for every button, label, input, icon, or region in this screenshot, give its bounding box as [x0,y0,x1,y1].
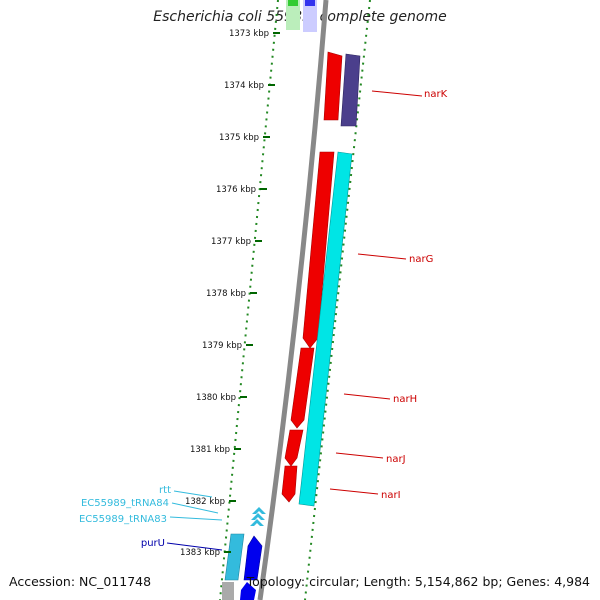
genome-backbone [257,0,329,600]
gene-label-nari[interactable]: narI [381,490,401,501]
gene-label-narg[interactable]: narG [409,254,433,265]
gene-feature-narK-red [323,51,343,121]
gene-leader-line [169,516,223,521]
gene-leader-line [173,490,213,498]
ruler-tick-label: 1381 kbp [190,445,230,455]
gene-feature-narJ [284,429,304,467]
gene-feature-narK-purple [340,53,361,127]
ruler-tick-label: 1376 kbp [216,185,256,195]
ruler-tick-label: 1382 kbp [185,497,225,507]
gene-feature-blue-top-core [305,0,315,6]
ruler-tick-label: 1380 kbp [196,393,236,403]
gene-labels: narK narG narH narJ narI rtt EC55989_tRNA84 EC5… [79,89,448,551]
gene-feature-blue-bottom [240,582,256,600]
gene-feature-tRNA84 [251,513,265,520]
accession-text: Accession: NC_011748 [9,574,152,589]
gene-label-nark[interactable]: narK [424,89,448,100]
ruler-tick-label: 1377 kbp [211,237,251,247]
ruler-tick-label: 1379 kbp [202,341,242,351]
ruler-tick-label: 1374 kbp [224,81,264,91]
gene-leader-line [171,502,219,514]
gene-label-ec55989_trna83[interactable]: EC55989_tRNA83 [79,514,167,525]
ruler-tick-label: 1375 kbp [219,133,259,143]
gene-feature-green-core [288,0,298,6]
gene-feature-tRNA83 [250,519,264,526]
ruler-tick-label: 1373 kbp [229,29,269,39]
gene-feature-cyan [298,151,353,507]
gene-feature-narG [302,151,335,349]
gene-feature-narI [281,465,298,503]
gene-leader-line [166,542,223,551]
gene-leader-line [329,488,379,495]
ruler: 1373 kbp 1374 kbp 1375 kbp 1376 kbp 1377 kbp… [180,29,280,558]
gene-feature-narH [290,347,315,429]
gene-label-puru[interactable]: purU [141,538,165,549]
gene-leader-line [335,452,384,459]
track-border-left [219,0,279,600]
gene-feature-light-blue [224,533,245,581]
ruler-tick-label: 1378 kbp [206,289,246,299]
gene-label-ec55989_trna84[interactable]: EC55989_tRNA84 [81,498,169,509]
gene-feature-rtt [252,507,266,514]
gene-feature-green [286,0,300,30]
genome-info-text: Topology: circular; Length: 5,154,862 bp… [246,574,590,589]
track-border-right [304,0,371,600]
gene-label-rtt[interactable]: rtt [159,485,171,496]
gene-leader-line [357,253,407,260]
ruler-tick-label: 1383 kbp [180,548,220,558]
gene-label-narj[interactable]: narJ [386,454,406,465]
gene-feature-blue-top [303,0,317,32]
gene-feature-gray-bottom [222,582,234,600]
gene-feature-purU [243,535,263,581]
gene-label-narh[interactable]: narH [393,394,417,405]
gene-leader-line [343,393,391,400]
gene-leader-line [371,90,423,97]
